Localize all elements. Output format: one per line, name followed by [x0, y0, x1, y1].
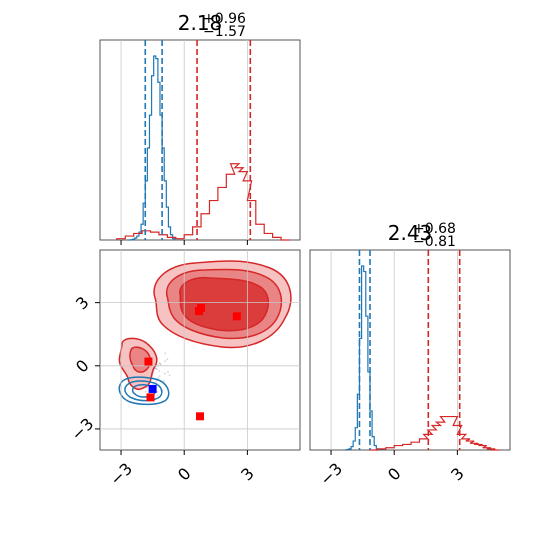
- sample-point: [156, 394, 159, 396]
- red-square-marker: [146, 393, 155, 402]
- red-square-marker: [144, 357, 153, 366]
- blue-contour-mid: [124, 380, 163, 402]
- sample-point: [163, 372, 166, 375]
- x-tick-label: 3: [237, 464, 258, 485]
- marginal-x-title-main: 2.18: [178, 11, 223, 35]
- y-tick-label: −3: [67, 414, 97, 444]
- red-contour-inner: [179, 276, 270, 332]
- marginal-x-title-sup: +0.96: [203, 11, 246, 27]
- marginal-y-title-main: 2.43: [388, 221, 433, 245]
- x-tick-label: −3: [316, 459, 346, 489]
- sample-point: [144, 390, 147, 393]
- blue-square-marker: [148, 384, 157, 393]
- sample-point: [167, 371, 169, 373]
- x-tick-label: 0: [384, 464, 405, 485]
- marginal-y-title-sub: −0.81: [413, 234, 456, 250]
- marginal-y-title-sup: +0.68: [413, 221, 456, 237]
- sample-point: [159, 362, 162, 365]
- x-tick-label: 3: [447, 464, 468, 485]
- sample-point: [159, 363, 162, 366]
- sample-point: [162, 380, 165, 382]
- marginal-x-frame: [99, 39, 301, 241]
- y-tick-label: 3: [72, 293, 93, 314]
- y-tick-label: 0: [72, 356, 93, 377]
- marginal-y-panel: −3 0 3 2.43 +0.68 −0.81: [309, 221, 511, 489]
- red-square-marker: [194, 307, 203, 316]
- marginal-x-title-sub: −1.57: [203, 24, 246, 40]
- sample-point: [155, 367, 157, 370]
- sample-point: [155, 368, 158, 371]
- sample-point: [158, 375, 161, 378]
- sample-point: [158, 370, 161, 372]
- marginal-y-frame: [309, 249, 511, 451]
- marginal-y-title: 2.43: [388, 221, 433, 245]
- sample-point: [164, 360, 167, 363]
- marginal-x-title: 2.18: [178, 11, 223, 35]
- x-tick-label: 0: [174, 464, 195, 485]
- histogram-series-0: [344, 265, 379, 451]
- x-tick-label: −3: [106, 459, 136, 489]
- histogram-series-1: [116, 163, 290, 241]
- sample-point: [164, 352, 167, 355]
- sample-point: [155, 380, 158, 383]
- blue-contour-outer: [118, 376, 170, 406]
- marginal-x-panel: 2.18 +0.96 −1.57: [99, 11, 301, 245]
- red-square-marker: [232, 312, 241, 321]
- red-square-marker: [196, 412, 204, 421]
- joint-panel: −3 0 3 −3 0 3: [67, 249, 301, 489]
- sample-point: [158, 362, 161, 365]
- sample-point: [156, 390, 159, 393]
- histogram-series-0: [128, 55, 176, 241]
- histogram-series-1: [368, 415, 500, 451]
- sample-point: [157, 377, 160, 380]
- sample-point: [166, 358, 169, 361]
- sample-point: [168, 374, 171, 377]
